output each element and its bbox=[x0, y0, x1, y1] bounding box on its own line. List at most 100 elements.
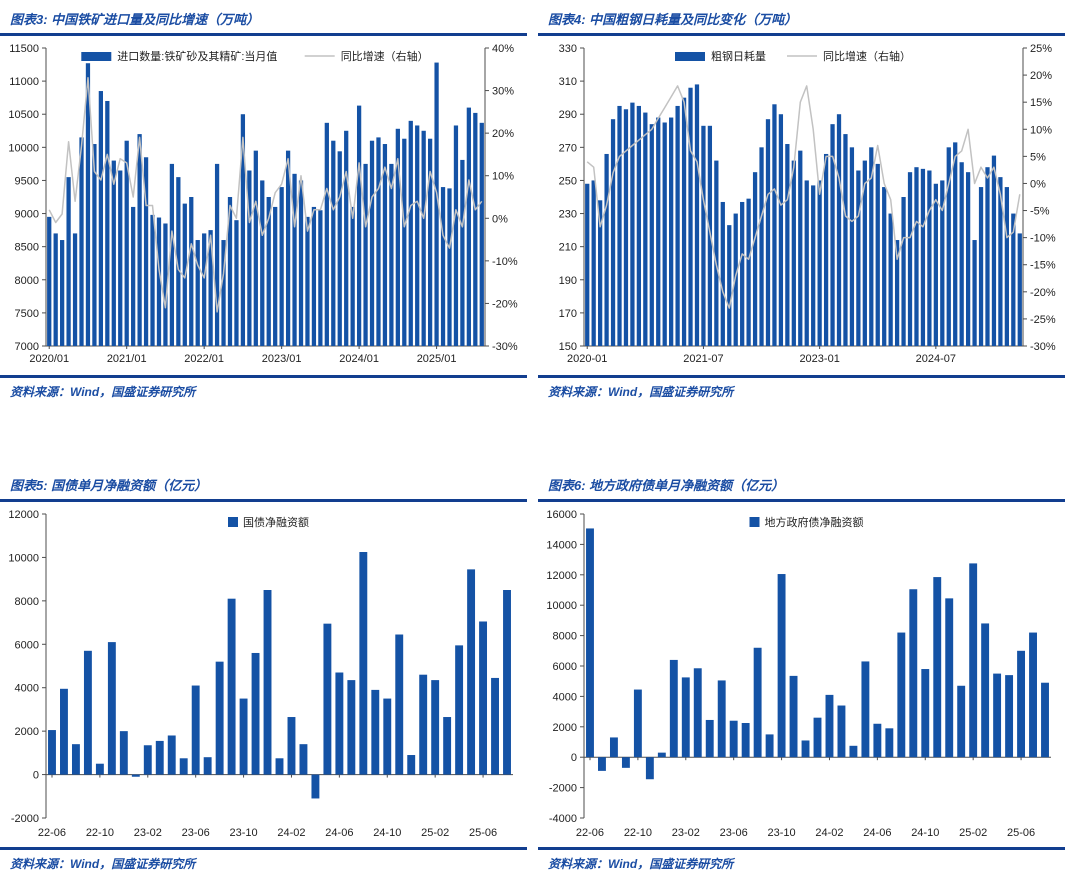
svg-text:16000: 16000 bbox=[546, 509, 577, 521]
svg-text:24-02: 24-02 bbox=[815, 827, 843, 839]
svg-text:6000: 6000 bbox=[553, 661, 577, 673]
chart-card-iron-ore: 图表3: 中国铁矿进口量及同比增速（万吨） 7000 7500 8000 8500 90… bbox=[0, 0, 527, 404]
svg-text:23-10: 23-10 bbox=[768, 827, 796, 839]
svg-text:2000: 2000 bbox=[15, 726, 39, 738]
svg-text:24-02: 24-02 bbox=[277, 827, 305, 839]
chart-title-treasury-bond: 图表5: 国债单月净融资额（亿元） bbox=[10, 478, 208, 493]
svg-text:-5%: -5% bbox=[1030, 206, 1050, 218]
svg-text:0: 0 bbox=[571, 752, 577, 764]
svg-text:25-02: 25-02 bbox=[421, 827, 449, 839]
svg-text:-15%: -15% bbox=[1030, 260, 1056, 272]
svg-text:4000: 4000 bbox=[15, 683, 39, 695]
iron-ore-import-chart: 7000 7500 8000 8500 9000 9500 10000 10500 11000 1… bbox=[8, 43, 518, 365]
svg-text:25-02: 25-02 bbox=[959, 827, 987, 839]
chart-card-crude-steel: 图表4: 中国粗钢日耗量及同比变化（万吨） 150 170 190 210 230 250… bbox=[538, 0, 1065, 404]
svg-text:7500: 7500 bbox=[15, 308, 39, 320]
svg-text:4000: 4000 bbox=[553, 691, 577, 703]
chart-title-crude-steel: 图表4: 中国粗钢日耗量及同比变化（万吨） bbox=[548, 12, 798, 27]
svg-text:170: 170 bbox=[559, 308, 577, 320]
svg-text:23-06: 23-06 bbox=[720, 827, 748, 839]
svg-text:40%: 40% bbox=[492, 43, 514, 55]
svg-text:24-10: 24-10 bbox=[373, 827, 401, 839]
svg-text:250: 250 bbox=[559, 175, 577, 187]
svg-text:23-02: 23-02 bbox=[672, 827, 700, 839]
svg-text:10000: 10000 bbox=[8, 142, 39, 154]
source-text: 资料来源：Wind，国盛证券研究所 bbox=[10, 385, 196, 399]
svg-text:230: 230 bbox=[559, 209, 577, 221]
svg-text:22-06: 22-06 bbox=[38, 827, 66, 839]
svg-text:23-06: 23-06 bbox=[182, 827, 210, 839]
svg-text:-20%: -20% bbox=[1030, 287, 1056, 299]
chart-card-local-gov-bond: 图表6: 地方政府债单月净融资额（亿元） -4000 -2000 0 2000 4000… bbox=[538, 466, 1065, 876]
svg-text:22-06: 22-06 bbox=[576, 827, 604, 839]
svg-text:24-06: 24-06 bbox=[325, 827, 353, 839]
svg-text:2024/01: 2024/01 bbox=[339, 353, 379, 365]
svg-text:10500: 10500 bbox=[8, 109, 39, 121]
svg-text:进口数量:铁矿砂及其精矿:当月值: 进口数量:铁矿砂及其精矿:当月值 bbox=[117, 49, 277, 63]
svg-text:同比增速（右轴）: 同比增速（右轴） bbox=[341, 49, 429, 63]
svg-text:-10%: -10% bbox=[492, 256, 518, 268]
svg-text:2021/01: 2021/01 bbox=[107, 353, 147, 365]
svg-text:2020/01: 2020/01 bbox=[29, 353, 69, 365]
svg-text:-30%: -30% bbox=[492, 341, 518, 353]
svg-text:150: 150 bbox=[559, 341, 577, 353]
svg-text:25-06: 25-06 bbox=[469, 827, 497, 839]
svg-text:2022/01: 2022/01 bbox=[184, 353, 224, 365]
svg-text:11000: 11000 bbox=[9, 76, 39, 88]
svg-text:9000: 9000 bbox=[15, 209, 39, 221]
title-rule bbox=[538, 499, 1065, 502]
svg-text:10000: 10000 bbox=[8, 552, 39, 564]
svg-text:30%: 30% bbox=[492, 86, 514, 98]
svg-text:12000: 12000 bbox=[8, 509, 39, 521]
svg-text:-2000: -2000 bbox=[11, 813, 39, 825]
svg-text:0%: 0% bbox=[1030, 178, 1046, 190]
svg-text:-2000: -2000 bbox=[549, 783, 577, 795]
svg-text:2000: 2000 bbox=[553, 722, 577, 734]
svg-text:-25%: -25% bbox=[1030, 314, 1056, 326]
chart-title-iron-ore: 图表3: 中国铁矿进口量及同比增速（万吨） bbox=[10, 12, 260, 27]
source-line: 资料来源：Wind，国盛证券研究所 bbox=[0, 847, 527, 876]
svg-text:2020-01: 2020-01 bbox=[567, 353, 607, 365]
svg-text:10%: 10% bbox=[492, 171, 514, 183]
svg-text:11500: 11500 bbox=[9, 43, 39, 55]
svg-text:8000: 8000 bbox=[15, 275, 39, 287]
svg-text:地方政府债净融资额: 地方政府债净融资额 bbox=[765, 515, 864, 529]
svg-text:15%: 15% bbox=[1030, 97, 1052, 109]
svg-text:23-02: 23-02 bbox=[134, 827, 162, 839]
title-rule bbox=[538, 33, 1065, 36]
source-line: 资料来源：Wind，国盛证券研究所 bbox=[538, 847, 1065, 876]
source-text: 资料来源：Wind，国盛证券研究所 bbox=[10, 857, 196, 871]
local-gov-bond-net-financing-chart: -4000 -2000 0 2000 4000 6000 8000 10000 12000 140… bbox=[546, 509, 1051, 839]
svg-text:8000: 8000 bbox=[553, 631, 577, 643]
svg-text:0%: 0% bbox=[492, 213, 508, 225]
svg-text:270: 270 bbox=[559, 142, 577, 154]
source-line: 资料来源：Wind，国盛证券研究所 bbox=[0, 375, 527, 404]
svg-text:20%: 20% bbox=[1030, 70, 1052, 82]
svg-text:10%: 10% bbox=[1030, 124, 1052, 136]
crude-steel-consumption-chart: 150 170 190 210 230 250 270 290 310 330 -30% -25% -2… bbox=[559, 43, 1056, 365]
svg-text:6000: 6000 bbox=[15, 639, 39, 651]
svg-text:10000: 10000 bbox=[546, 600, 577, 612]
svg-text:310: 310 bbox=[559, 76, 577, 88]
svg-text:8000: 8000 bbox=[15, 596, 39, 608]
svg-text:国债净融资额: 国债净融资额 bbox=[243, 515, 309, 529]
svg-text:290: 290 bbox=[559, 109, 577, 121]
svg-text:20%: 20% bbox=[492, 128, 514, 140]
svg-text:25%: 25% bbox=[1030, 43, 1052, 55]
svg-text:-4000: -4000 bbox=[549, 813, 577, 825]
svg-text:2025/01: 2025/01 bbox=[417, 353, 457, 365]
svg-text:2024-07: 2024-07 bbox=[916, 353, 956, 365]
svg-text:7000: 7000 bbox=[15, 341, 39, 353]
svg-text:2023-01: 2023-01 bbox=[799, 353, 839, 365]
svg-text:14000: 14000 bbox=[546, 539, 577, 551]
svg-text:8500: 8500 bbox=[15, 242, 39, 254]
svg-text:190: 190 bbox=[559, 275, 577, 287]
svg-text:210: 210 bbox=[559, 242, 577, 254]
svg-text:-30%: -30% bbox=[1030, 341, 1056, 353]
svg-text:-10%: -10% bbox=[1030, 233, 1056, 245]
source-text: 资料来源：Wind，国盛证券研究所 bbox=[548, 385, 734, 399]
svg-text:22-10: 22-10 bbox=[624, 827, 652, 839]
svg-text:24-10: 24-10 bbox=[911, 827, 939, 839]
